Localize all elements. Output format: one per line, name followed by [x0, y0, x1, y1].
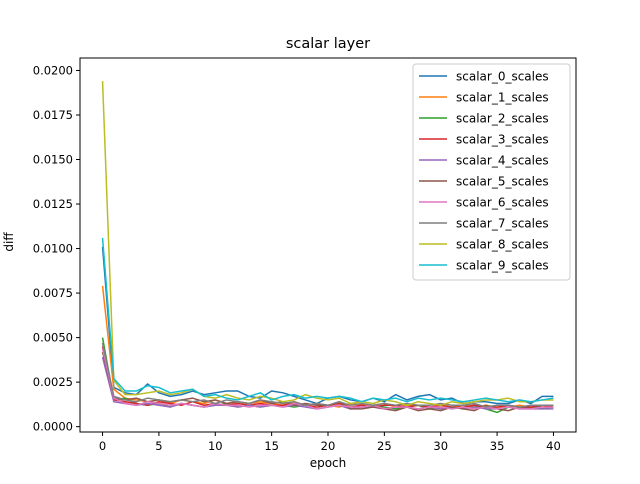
x-tick-label: 20 — [321, 439, 336, 453]
x-tick-label: 0 — [99, 439, 106, 453]
x-tick-label: 30 — [433, 439, 448, 453]
legend-entry: scalar_1_scales — [456, 91, 549, 105]
legend-entry: scalar_4_scales — [456, 154, 549, 168]
series-line-scalar_1_scales — [101, 285, 554, 408]
y-tick-label: 0.0050 — [33, 331, 73, 345]
y-tick-label: 0.0200 — [33, 63, 73, 77]
chart-title: scalar layer — [286, 36, 370, 52]
x-tick-label: 5 — [155, 439, 162, 453]
legend-entry: scalar_2_scales — [456, 112, 549, 126]
x-axis-label: epoch — [310, 456, 347, 470]
x-tick-label: 15 — [264, 439, 279, 453]
y-tick-label: 0.0150 — [33, 153, 73, 167]
chart-legend: scalar_0_scales scalar_1_scales scalar_2_s… — [412, 63, 571, 281]
legend-entry: scalar_7_scales — [456, 217, 549, 231]
plot-frame — [79, 57, 577, 433]
y-tick-label: 0.0100 — [33, 242, 73, 256]
y-tick-label: 0.0025 — [33, 375, 73, 389]
series-line-scalar_7_scales — [101, 342, 554, 408]
x-tick-label: 25 — [377, 439, 392, 453]
y-axis-label: diff — [2, 232, 16, 252]
x-tick-label: 40 — [546, 439, 561, 453]
x-tick-label: 35 — [490, 439, 505, 453]
y-tick-label: 0.0075 — [33, 286, 73, 300]
x-tick-label: 10 — [208, 439, 223, 453]
y-tick-label: 0.0000 — [33, 420, 73, 434]
legend-entry: scalar_8_scales — [456, 238, 549, 252]
series-line-scalar_8_scales — [101, 81, 554, 407]
legend-box — [412, 63, 571, 281]
series-lines — [101, 81, 554, 414]
legend-entry: scalar_9_scales — [456, 259, 549, 273]
series-line-scalar_9_scales — [101, 237, 554, 403]
legend-entry: scalar_6_scales — [456, 196, 549, 210]
series-line-scalar_6_scales — [101, 348, 554, 410]
axis-ticks: 0 5 10 15 20 25 30 35 40 0.0000 0.0025 0.0050 0.0075… — [33, 63, 561, 453]
legend-entry: scalar_0_scales — [456, 70, 549, 84]
y-tick-label: 0.0125 — [33, 197, 73, 211]
legend-entry: scalar_5_scales — [456, 175, 549, 189]
y-tick-label: 0.0175 — [33, 108, 73, 122]
legend-entry: scalar_3_scales — [456, 133, 549, 147]
